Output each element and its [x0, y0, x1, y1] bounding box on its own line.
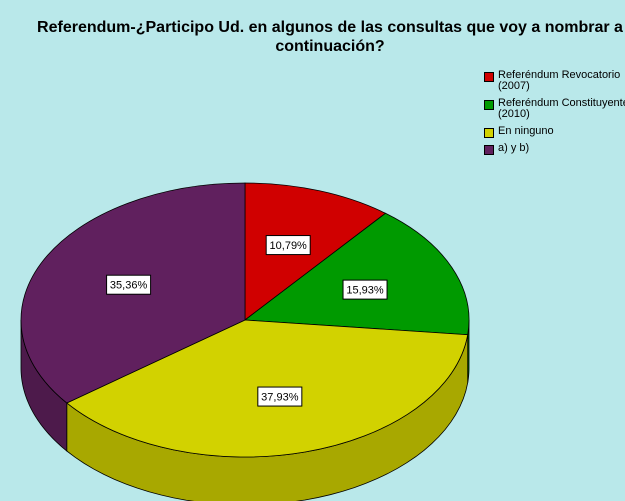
pie-slice-constituyente — [243, 212, 470, 336]
legend-swatch-ayb — [484, 145, 494, 155]
chart-title-line-2: continuación? — [275, 38, 385, 55]
chart-title: Referendum-¿Participo Ud. en algunos de … — [0, 18, 625, 56]
chart-legend: Referéndum Revocatorio (2007) Referéndum… — [484, 70, 625, 160]
legend-swatch-revocatorio — [484, 72, 494, 82]
data-label-text-ninguno: 37,93% — [261, 392, 299, 404]
data-label-box-revocatorio — [265, 235, 311, 256]
legend-swatch-ninguno — [484, 128, 494, 138]
legend-item-ninguno: En ninguno — [484, 125, 625, 138]
chart-title-line-1: Referendum-¿Participo Ud. en algunos de … — [37, 19, 623, 36]
data-label-ninguno: 37,93% — [257, 386, 303, 407]
legend-label-revocatorio-line-2: (2007) — [498, 80, 530, 92]
data-label-box-constituyente — [342, 279, 388, 300]
data-label-text-constituyente: 15,93% — [346, 285, 384, 297]
legend-label-revocatorio-line-1: Referéndum Revocatorio — [498, 70, 621, 81]
data-label-text-revocatorio: 10,79% — [270, 240, 308, 252]
legend-label-constituyente-line-2: (2010) — [498, 108, 530, 120]
legend-label-ninguno: En ninguno — [498, 125, 554, 137]
legend-item-constituyente: Referéndum Constituyente (2010) — [484, 98, 625, 120]
legend-item-revocatorio: Referéndum Revocatorio (2007) — [484, 70, 625, 92]
legend-label-ayb: a) y b) — [498, 142, 530, 154]
legend-label-constituyente-line-1: Referéndum Constituyente — [498, 97, 625, 109]
pie-slice-revocatorio — [244, 182, 387, 321]
data-label-ayb: 35,36% — [106, 274, 152, 295]
data-label-text-ayb: 35,36% — [110, 280, 148, 292]
data-label-constituyente: 15,93% — [342, 279, 388, 300]
legend-swatch-constituyente — [484, 100, 494, 110]
legend-item-ayb: a) y b) — [484, 142, 625, 155]
data-label-revocatorio: 10,79% — [265, 235, 311, 256]
data-label-box-ninguno — [257, 386, 303, 407]
data-label-box-ayb — [106, 274, 152, 295]
